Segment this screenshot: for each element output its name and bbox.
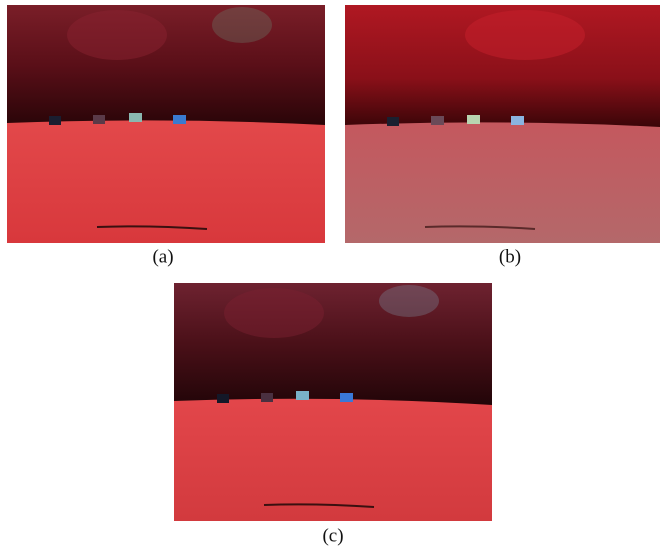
image-b	[345, 5, 660, 243]
caption: (c)	[322, 525, 343, 546]
caption: (b)	[499, 246, 521, 267]
image-a	[7, 5, 325, 243]
image-c	[174, 283, 492, 521]
figure: (a) (b) (c)	[0, 0, 660, 548]
caption: (a)	[152, 246, 173, 267]
